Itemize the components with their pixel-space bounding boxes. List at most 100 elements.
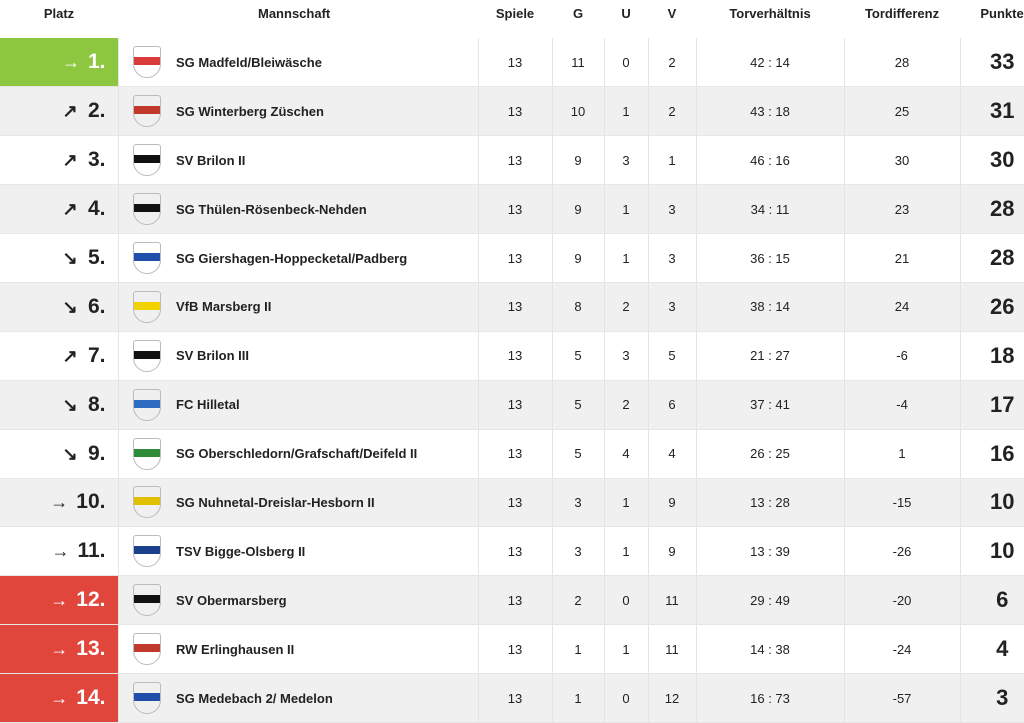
- diff-cell: 1: [843, 429, 961, 479]
- club-crest-icon: [133, 290, 162, 323]
- team-name[interactable]: SG Giershagen-Hoppecketal/Padberg: [176, 233, 479, 283]
- goals-cell: 46 : 16: [695, 135, 845, 186]
- team-name[interactable]: TSV Bigge-Olsberg II: [176, 526, 479, 577]
- lost-cell: 2: [647, 38, 697, 88]
- header-points[interactable]: Punkte: [980, 6, 1024, 21]
- trend-arrow-icon: ↗: [62, 101, 78, 122]
- place-cell: ↘ 9.: [0, 429, 118, 479]
- table-row[interactable]: ↗ 2. SG Winterberg Züschen 13 10 1 2 43 : 18 25 3…: [0, 86, 1024, 137]
- won-cell: 9: [551, 184, 605, 235]
- draw-cell: 1: [603, 184, 649, 235]
- points-cell: 6: [959, 575, 1024, 626]
- team-name[interactable]: SG Oberschledorn/Grafschaft/Deifeld II: [176, 429, 479, 479]
- team-name[interactable]: SG Madfeld/Bleiwäsche: [176, 38, 479, 88]
- club-crest-icon: [133, 95, 162, 128]
- points-cell: 28: [959, 233, 1024, 283]
- draw-cell: 1: [603, 233, 649, 283]
- won-cell: 3: [551, 478, 605, 528]
- team-name[interactable]: SG Thülen-Rösenbeck-Nehden: [176, 184, 479, 235]
- draw-cell: 1: [603, 86, 649, 137]
- points-cell: 33: [959, 38, 1024, 88]
- team-name[interactable]: SG Nuhnetal-Dreislar-Hesborn II: [176, 478, 479, 528]
- diff-cell: -24: [843, 624, 961, 675]
- goals-cell: 43 : 18: [695, 86, 845, 137]
- place-number: 10.: [76, 490, 106, 514]
- team-name[interactable]: SG Medebach 2/ Medelon: [176, 673, 479, 723]
- crest-cell: [117, 184, 176, 235]
- table-header-row: Platz Mannschaft Spiele G U V Torverhält…: [0, 0, 1024, 38]
- games-cell: 13: [477, 38, 553, 88]
- club-crest-icon: [133, 535, 162, 568]
- place-cell: → 10.: [0, 478, 118, 528]
- points-cell: 16: [959, 429, 1024, 479]
- team-name[interactable]: SG Winterberg Züschen: [176, 86, 479, 137]
- team-name[interactable]: SV Obermarsberg: [176, 575, 479, 626]
- team-name[interactable]: SV Brilon III: [176, 331, 479, 381]
- team-name[interactable]: SV Brilon II: [176, 135, 479, 186]
- games-cell: 13: [477, 673, 553, 723]
- lost-cell: 11: [647, 575, 697, 626]
- goals-cell: 38 : 14: [695, 282, 845, 332]
- place-cell: ↘ 6.: [0, 282, 118, 332]
- place-number: 8.: [87, 392, 106, 416]
- goals-cell: 13 : 39: [695, 526, 845, 577]
- club-crest-icon: [133, 46, 162, 79]
- table-row[interactable]: ↘ 6. VfB Marsberg II 13 8 2 3 38 : 14 24 26: [0, 282, 1024, 332]
- header-team[interactable]: Mannschaft: [258, 6, 331, 21]
- lost-cell: 4: [647, 429, 697, 479]
- header-goals[interactable]: Torverhältnis: [729, 6, 811, 21]
- table-row[interactable]: ↘ 5. SG Giershagen-Hoppecketal/Padberg 13 9 1…: [0, 233, 1024, 283]
- table-row[interactable]: ↗ 4. SG Thülen-Rösenbeck-Nehden 13 9 1 3 34 : 1…: [0, 184, 1024, 235]
- games-cell: 13: [477, 478, 553, 528]
- header-won[interactable]: G: [572, 6, 584, 21]
- won-cell: 5: [551, 331, 605, 381]
- diff-cell: -20: [843, 575, 961, 626]
- place-number: 12.: [76, 588, 106, 612]
- table-row[interactable]: → 13. RW Erlinghausen II 13 1 1 11 14 : 38 -24 4: [0, 624, 1024, 675]
- header-diff[interactable]: Tordifferenz: [864, 6, 940, 21]
- table-row[interactable]: → 1. SG Madfeld/Bleiwäsche 13 11 0 2 42 : 14 28 3…: [0, 38, 1024, 88]
- crest-cell: [117, 429, 176, 479]
- points-cell: 4: [959, 624, 1024, 675]
- table-row[interactable]: ↘ 8. FC Hilletal 13 5 2 6 37 : 41 -4 17: [0, 380, 1024, 430]
- team-name[interactable]: VfB Marsberg II: [176, 282, 479, 332]
- trend-arrow-icon: →: [61, 52, 80, 73]
- games-cell: 13: [477, 331, 553, 381]
- place-number: 11.: [77, 539, 106, 563]
- table-row[interactable]: → 14. SG Medebach 2/ Medelon 13 1 0 12 16 : 73-…: [0, 673, 1024, 723]
- draw-cell: 1: [603, 624, 649, 675]
- diff-cell: 28: [843, 38, 961, 88]
- team-name[interactable]: FC Hilletal: [176, 380, 479, 430]
- place-number: 13.: [76, 637, 106, 661]
- table-row[interactable]: ↘ 9. SG Oberschledorn/Grafschaft/Deifeld I…: [0, 429, 1024, 479]
- diff-cell: -4: [843, 380, 961, 430]
- header-lost[interactable]: V: [667, 6, 677, 21]
- team-name[interactable]: RW Erlinghausen II: [176, 624, 479, 675]
- place-cell: → 11.: [0, 526, 118, 577]
- club-crest-icon: [133, 584, 162, 617]
- header-draw[interactable]: U: [621, 6, 631, 21]
- draw-cell: 0: [603, 38, 649, 88]
- table-row[interactable]: → 10. SG Nuhnetal-Dreislar-Hesborn II 13 3 1 9…: [0, 478, 1024, 528]
- games-cell: 13: [477, 526, 553, 577]
- lost-cell: 6: [647, 380, 697, 430]
- header-place[interactable]: Platz: [43, 6, 75, 21]
- trend-arrow-icon: →: [50, 590, 69, 611]
- points-cell: 10: [959, 478, 1024, 528]
- lost-cell: 1: [647, 135, 697, 186]
- goals-cell: 26 : 25: [695, 429, 845, 479]
- points-cell: 26: [959, 282, 1024, 332]
- place-cell: → 1.: [0, 38, 118, 88]
- table-row[interactable]: → 11. TSV Bigge-Olsberg II 13 3 1 9 13 : 39 -26 1…: [0, 526, 1024, 577]
- games-cell: 13: [477, 575, 553, 626]
- table-row[interactable]: ↗ 7. SV Brilon III 13 5 3 5 21 : 27 -6 18: [0, 331, 1024, 381]
- table-row[interactable]: → 12. SV Obermarsberg 13 2 0 11 29 : 49 -20 6: [0, 575, 1024, 626]
- table-row[interactable]: ↗ 3. SV Brilon II 13 9 3 1 46 : 16 30 30: [0, 135, 1024, 186]
- trend-arrow-icon: →: [51, 541, 70, 562]
- crest-cell: [117, 331, 176, 381]
- place-number: 9.: [87, 441, 106, 465]
- draw-cell: 2: [603, 282, 649, 332]
- draw-cell: 1: [603, 478, 649, 528]
- header-games[interactable]: Spiele: [495, 6, 535, 21]
